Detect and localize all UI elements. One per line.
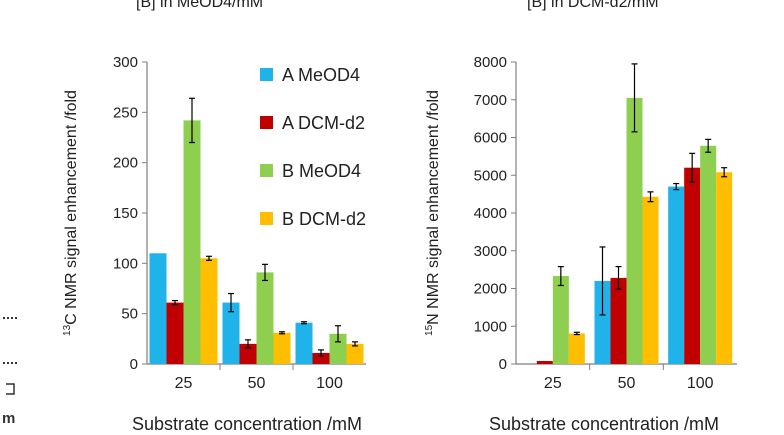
chart-1-y-tick-label: 150 (113, 205, 138, 222)
chart-1-y-tick-label: 200 (113, 155, 138, 172)
chart-2-y-tick-label: 3000 (474, 243, 507, 260)
legend-swatch (260, 164, 273, 177)
chart-2-bar-a-dcm-d2-25 (536, 360, 553, 364)
chart-1-legend: A MeOD4 A DCM-d2 B MeOD4 B DCM-d2 (260, 65, 366, 229)
right-chart-header: [B] in DCM-d2/mM (527, 0, 659, 11)
chart-1-bar-a-dcm-d2-50 (239, 343, 257, 364)
chart-1-y-axis-label-text: C NMR signal enhancement /fold (63, 90, 80, 325)
chart-2-bar-b-dcm-d2-100 (716, 172, 733, 364)
chart-2-bar-b-meod4-25 (552, 276, 569, 364)
chart-1-bar-b-meod4-100 (329, 333, 347, 364)
legend-swatch (260, 68, 273, 81)
left-edge-fragment (3, 317, 18, 395)
chart-1-bar-b-dcm-d2-50 (273, 332, 291, 364)
legend-swatch (260, 116, 273, 129)
left-chart-header: [B] in MeOD4/mM (136, 0, 264, 11)
chart-2-bar-b-meod4-50 (626, 97, 643, 365)
chart-2-bar-b-dcm-d2-50 (642, 196, 659, 364)
fragment-bracket-mark (6, 383, 15, 395)
chart-2-y-tick-label: 0 (499, 356, 507, 373)
chart-1-bar-a-meod4-50 (222, 302, 240, 364)
legend-entry: A DCM-d2 (282, 113, 365, 133)
chart-1-x-tick-label: 100 (316, 375, 343, 392)
chart-1-x-axis-label: Substrate concentration /mM (132, 414, 362, 434)
chart-1: 0 50 100 150 200 250 300 25 50 100 Substrate conce… (62, 54, 366, 434)
legend-swatch (260, 212, 273, 225)
chart-1-y-tick-label: 300 (113, 54, 138, 71)
chart-2-y-tick-label: 4000 (474, 205, 507, 222)
chart-1-bar-a-dcm-d2-100 (312, 352, 330, 364)
chart-2-y-axis-label-superscript: 15 (424, 324, 435, 336)
chart-2-y-axis-label: 15N NMR signal enhancement /fold (424, 90, 442, 336)
chart-1-bar-b-meod4-50 (256, 272, 274, 364)
chart-1-bar-b-dcm-d2-25 (200, 258, 218, 364)
chart-2-bar-a-meod4-100 (668, 186, 685, 364)
cropped-side-label: m (2, 410, 16, 427)
chart-2-bar-a-dcm-d2-50 (610, 277, 627, 364)
chart-1-bar-a-meod4-25 (149, 253, 167, 364)
chart-1-y-tick-label: 0 (130, 356, 138, 373)
chart-1-x-tick-label: 25 (175, 375, 193, 392)
chart-1-y-axis-label-superscript: 13 (62, 324, 73, 336)
chart-2-y-tick-label: 7000 (474, 92, 507, 109)
chart-1-y-tick-label: 50 (121, 306, 138, 323)
chart-2-bar-a-meod4-50 (594, 280, 611, 364)
chart-2-bar-b-dcm-d2-25 (568, 333, 585, 364)
chart-2-y-tick-label: 2000 (474, 281, 507, 298)
chart-2: 0 1000 2000 3000 4000 5000 6000 7000 8000 25 50 100… (424, 54, 737, 434)
chart-1-x-tick-label: 50 (248, 375, 266, 392)
chart-1-bar-b-dcm-d2-100 (346, 343, 364, 364)
chart-1-bar-a-dcm-d2-25 (166, 302, 184, 364)
chart-2-x-tick-label: 100 (687, 375, 714, 392)
chart-2-bar-a-dcm-d2-100 (684, 167, 701, 364)
chart-2-y-tick-label: 5000 (474, 167, 507, 184)
chart-2-x-tick-label: 25 (544, 375, 562, 392)
legend-entry: B MeOD4 (282, 161, 361, 181)
chart-2-x-axis-label: Substrate concentration /mM (489, 414, 719, 434)
chart-2-y-axis-label-text: N NMR signal enhancement /fold (425, 90, 442, 325)
chart-2-bar-b-meod4-100 (700, 145, 717, 364)
chart-2-y-tick-label: 8000 (474, 54, 507, 71)
chart-1-y-tick-label: 100 (113, 255, 138, 272)
chart-1-bar-b-meod4-25 (183, 120, 201, 365)
legend-entry: A MeOD4 (282, 65, 360, 85)
chart-1-y-axis-label: 13C NMR signal enhancement /fold (62, 90, 80, 336)
chart-2-y-tick-label: 1000 (474, 318, 507, 335)
chart-2-x-tick-label: 50 (618, 375, 636, 392)
chart-1-bar-a-meod4-100 (295, 322, 313, 364)
chart-1-y-tick-label: 250 (113, 104, 138, 121)
chart-2-y-tick-label: 6000 (474, 130, 507, 147)
legend-entry: B DCM-d2 (282, 209, 366, 229)
